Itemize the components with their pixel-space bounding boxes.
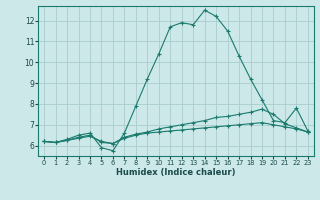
X-axis label: Humidex (Indice chaleur): Humidex (Indice chaleur)	[116, 168, 236, 177]
